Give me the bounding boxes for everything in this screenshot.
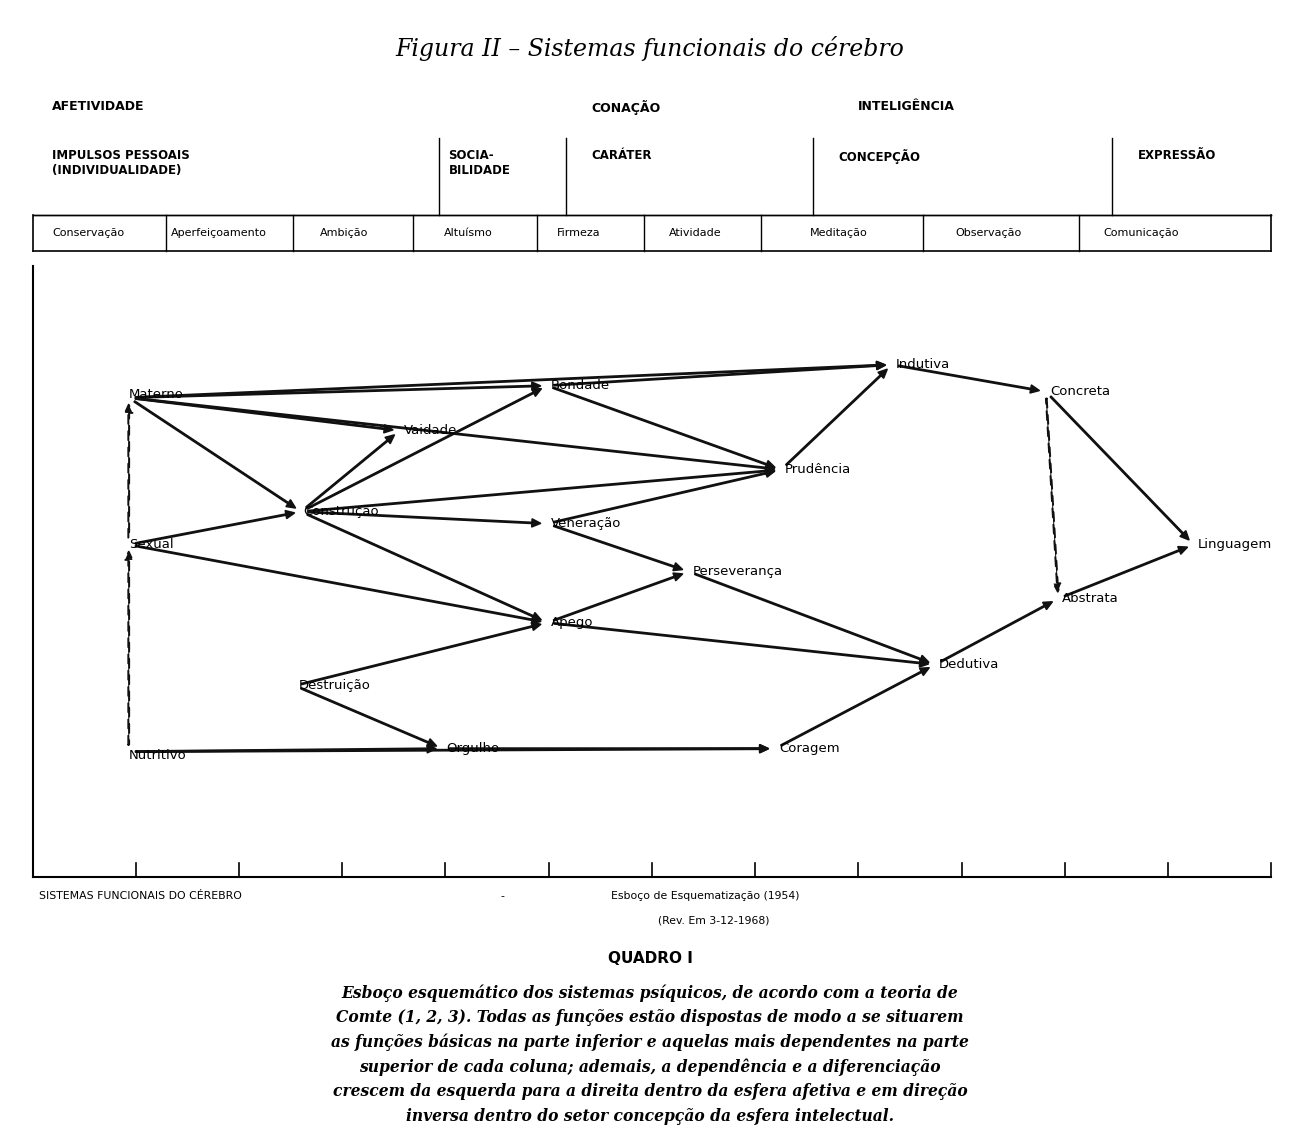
- Text: Apego: Apego: [551, 616, 594, 629]
- FancyArrowPatch shape: [125, 551, 133, 745]
- FancyArrowPatch shape: [135, 398, 393, 432]
- Text: Destruição: Destruição: [299, 679, 370, 692]
- Text: -: -: [500, 891, 504, 901]
- Text: CARÁTER: CARÁTER: [592, 149, 653, 162]
- Text: Concreta: Concreta: [1050, 385, 1110, 398]
- Text: Meditação: Meditação: [810, 229, 867, 238]
- FancyArrowPatch shape: [696, 574, 928, 663]
- FancyArrowPatch shape: [135, 546, 541, 624]
- Text: Altuísmo: Altuísmo: [443, 229, 493, 238]
- FancyArrowPatch shape: [898, 366, 1039, 393]
- Text: Bondade: Bondade: [551, 379, 610, 392]
- FancyArrowPatch shape: [554, 470, 775, 523]
- Text: Vaidade: Vaidade: [403, 424, 456, 437]
- FancyArrowPatch shape: [554, 573, 682, 620]
- FancyArrowPatch shape: [135, 398, 775, 472]
- Text: Indutiva: Indutiva: [896, 358, 950, 371]
- FancyArrowPatch shape: [941, 602, 1052, 662]
- Text: Dedutiva: Dedutiva: [939, 658, 1000, 671]
- Text: Coragem: Coragem: [779, 743, 840, 755]
- Text: Esboço de Esquematização (1954): Esboço de Esquematização (1954): [611, 891, 800, 901]
- Text: Atividade: Atividade: [670, 229, 722, 238]
- Text: Figura II – Sistemas funcionais do cérebro: Figura II – Sistemas funcionais do céreb…: [395, 36, 905, 61]
- Text: Abstrata: Abstrata: [1062, 592, 1119, 606]
- Text: IMPULSOS PESSOAIS
(INDIVIDUALIDADE): IMPULSOS PESSOAIS (INDIVIDUALIDADE): [52, 149, 190, 178]
- Text: EXPRESSÃO: EXPRESSÃO: [1138, 149, 1216, 162]
- Text: Ambição: Ambição: [320, 229, 369, 238]
- FancyArrowPatch shape: [307, 388, 541, 509]
- FancyArrowPatch shape: [781, 668, 930, 746]
- Text: Firmeza: Firmeza: [556, 229, 601, 238]
- Text: Linguagem: Linguagem: [1197, 538, 1271, 551]
- FancyArrowPatch shape: [302, 688, 437, 746]
- Text: Esboço esquemático dos sistemas psíquicos, de acordo com a teoria de
Comte (1, 2: Esboço esquemático dos sistemas psíquico…: [332, 985, 968, 1124]
- FancyArrowPatch shape: [554, 525, 682, 571]
- Text: SOCIA-
BILIDADE: SOCIA- BILIDADE: [448, 149, 511, 178]
- Text: Veneração: Veneração: [551, 517, 621, 530]
- Text: SISTEMAS FUNCIONAIS DO CÉREBRO: SISTEMAS FUNCIONAIS DO CÉREBRO: [39, 891, 242, 901]
- FancyArrowPatch shape: [1050, 396, 1188, 540]
- FancyArrowPatch shape: [135, 361, 885, 397]
- FancyArrowPatch shape: [135, 383, 541, 398]
- Text: Prudência: Prudência: [785, 463, 852, 477]
- FancyArrowPatch shape: [125, 404, 133, 538]
- Text: QUADRO I: QUADRO I: [607, 951, 693, 966]
- FancyArrowPatch shape: [450, 745, 768, 753]
- Text: Observação: Observação: [956, 229, 1020, 238]
- Text: Comunicação: Comunicação: [1104, 229, 1179, 238]
- Text: CONCEPÇÃO: CONCEPÇÃO: [838, 149, 920, 164]
- FancyArrowPatch shape: [786, 369, 887, 465]
- FancyArrowPatch shape: [554, 362, 885, 386]
- FancyArrowPatch shape: [135, 511, 294, 543]
- Text: CONAÇÃO: CONAÇÃO: [592, 100, 660, 114]
- FancyArrowPatch shape: [302, 623, 541, 685]
- FancyArrowPatch shape: [308, 468, 775, 512]
- Text: Nutritivo: Nutritivo: [129, 748, 186, 762]
- FancyArrowPatch shape: [307, 514, 541, 620]
- Text: AFETIVIDADE: AFETIVIDADE: [52, 100, 144, 112]
- Text: Sexual: Sexual: [129, 538, 173, 551]
- FancyArrowPatch shape: [308, 512, 541, 526]
- FancyArrowPatch shape: [554, 623, 928, 667]
- Text: (Rev. Em 3-12-1968): (Rev. Em 3-12-1968): [658, 916, 770, 926]
- FancyArrowPatch shape: [554, 387, 775, 469]
- Text: Perseverança: Perseverança: [693, 565, 783, 578]
- FancyArrowPatch shape: [135, 745, 768, 753]
- Text: INTELIGÊNCIA: INTELIGÊNCIA: [858, 100, 956, 112]
- Text: Construção: Construção: [304, 505, 380, 518]
- FancyArrowPatch shape: [135, 745, 436, 753]
- Text: Materno: Materno: [129, 388, 183, 401]
- Text: Aperfeiçoamento: Aperfeiçoamento: [170, 229, 266, 238]
- FancyArrowPatch shape: [1065, 547, 1187, 597]
- Text: Conservação: Conservação: [52, 229, 125, 238]
- FancyArrowPatch shape: [134, 401, 295, 508]
- Text: Orgulho: Orgulho: [447, 743, 499, 755]
- FancyArrowPatch shape: [306, 435, 394, 507]
- FancyArrowPatch shape: [1045, 398, 1061, 592]
